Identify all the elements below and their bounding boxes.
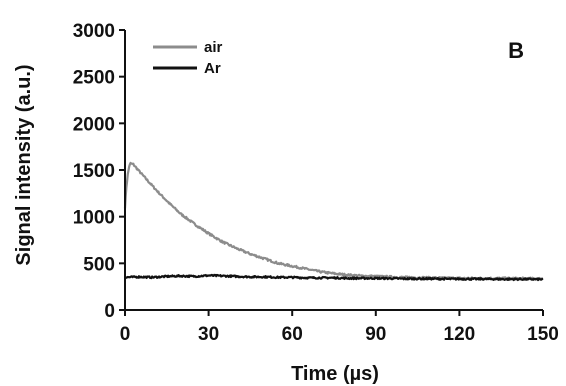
y-tick-label: 1500	[73, 161, 115, 182]
series-air	[123, 161, 544, 281]
x-tick-label: 60	[282, 324, 303, 345]
y-tick-label: 3000	[73, 21, 115, 42]
legend-label-ar: Ar	[204, 60, 221, 77]
x-axis-title: Time (µs)	[291, 363, 379, 385]
x-tick-label: 0	[120, 324, 131, 345]
series-line-ar	[124, 273, 544, 282]
series-line-air	[123, 161, 544, 281]
y-tick-label: 500	[83, 254, 115, 275]
legend-label-air: air	[204, 39, 223, 56]
legend: air Ar	[153, 39, 223, 77]
y-axis-title: Signal intensity (a.u.)	[13, 64, 35, 265]
panel-label: B	[508, 38, 524, 63]
x-tick-label: 150	[527, 324, 559, 345]
x-tick-label: 30	[198, 324, 219, 345]
y-tick-label: 2000	[73, 114, 115, 135]
y-tick-label: 0	[104, 301, 115, 322]
x-tick-label: 120	[444, 324, 476, 345]
x-axis-ticks: 0 30 60 90 120 150	[120, 310, 559, 345]
x-tick-label: 90	[365, 324, 386, 345]
y-tick-label: 1000	[73, 208, 115, 229]
y-tick-label: 2500	[73, 68, 115, 89]
y-axis-ticks: 0 500 1000 1500 2000 2500 3000	[73, 21, 125, 322]
series-layer	[123, 161, 544, 282]
series-ar	[124, 273, 544, 282]
